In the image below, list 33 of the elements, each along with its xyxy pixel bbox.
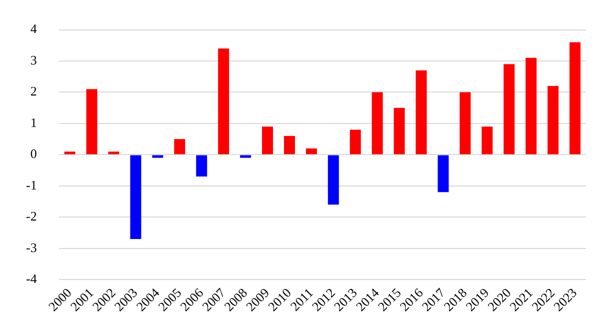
y-tick-label: 3 bbox=[30, 52, 37, 68]
y-tick-label: -3 bbox=[26, 240, 37, 255]
bar bbox=[306, 148, 317, 154]
bar bbox=[526, 58, 537, 154]
bar bbox=[350, 130, 361, 154]
bar bbox=[108, 152, 120, 154]
bar bbox=[262, 126, 273, 154]
bar bbox=[130, 155, 142, 239]
bar bbox=[570, 42, 581, 154]
bar bbox=[438, 155, 449, 192]
bar bbox=[548, 86, 559, 154]
bar bbox=[240, 155, 252, 158]
bar bbox=[152, 155, 164, 158]
bar bbox=[86, 89, 98, 154]
bar bbox=[218, 48, 230, 154]
y-tick-label: 1 bbox=[30, 114, 37, 130]
bar bbox=[328, 155, 339, 205]
bar bbox=[196, 155, 208, 177]
bar bbox=[64, 152, 76, 154]
bar bbox=[284, 136, 295, 154]
bar bbox=[482, 126, 493, 154]
y-tick-label: 0 bbox=[30, 146, 37, 162]
y-tick-label: 2 bbox=[30, 84, 37, 99]
bar bbox=[372, 92, 383, 154]
y-tick-label: -2 bbox=[26, 208, 37, 224]
bar bbox=[504, 64, 515, 154]
bar bbox=[394, 108, 405, 154]
bar bbox=[460, 92, 471, 154]
y-tick-label: 4 bbox=[30, 21, 38, 36]
bar bbox=[416, 70, 427, 154]
bar bbox=[174, 139, 186, 154]
y-tick-label: -1 bbox=[26, 177, 37, 192]
y-tick-label: -4 bbox=[26, 271, 38, 286]
